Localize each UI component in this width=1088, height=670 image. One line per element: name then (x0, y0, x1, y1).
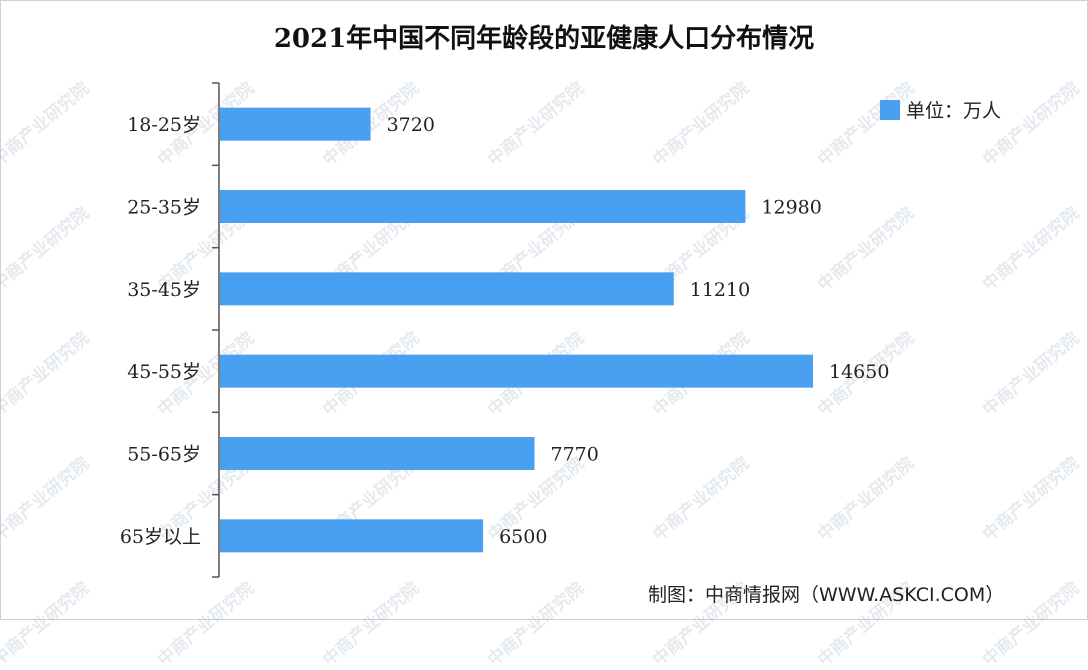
bar (220, 437, 535, 470)
data-label: 7770 (551, 444, 599, 466)
category-label: 18-25岁 (127, 114, 201, 136)
data-label: 14650 (829, 361, 889, 383)
bar (220, 190, 746, 223)
bar (220, 272, 674, 306)
legend: 单位：万人 (880, 96, 1001, 123)
source-note: 制图：中商情报网（WWW.ASKCI.COM） (648, 584, 1005, 606)
data-label: 11210 (690, 279, 750, 301)
legend-label: 单位：万人 (906, 100, 1002, 122)
category-label: 35-45岁 (127, 279, 201, 301)
bar (220, 519, 484, 553)
data-label: 3720 (387, 114, 435, 136)
bar (220, 354, 813, 388)
category-label: 25-35岁 (127, 197, 201, 219)
legend-swatch (880, 99, 900, 120)
data-label: 12980 (761, 197, 821, 219)
chart-frame (0, 0, 1088, 620)
category-label: 65岁以上 (120, 526, 201, 548)
bar-chart: 18-25岁 3720 25-35岁 12980 35-45岁 11210 45-55岁 14… (120, 82, 889, 578)
bar (220, 107, 371, 141)
category-label: 55-65岁 (127, 444, 201, 466)
data-label: 6500 (499, 526, 547, 548)
category-label: 45-55岁 (127, 361, 201, 383)
chart-title: 2021年中国不同年龄段的亚健康人口分布情况 (273, 24, 815, 54)
